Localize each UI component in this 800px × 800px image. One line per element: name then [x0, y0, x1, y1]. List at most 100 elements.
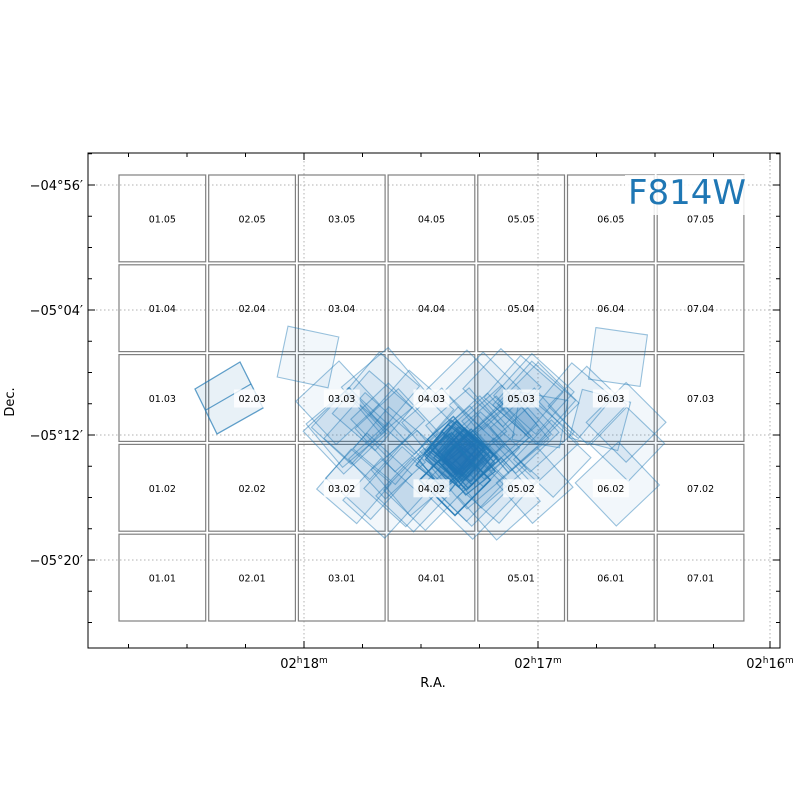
- tile-label-05.02: 05.02: [508, 484, 535, 495]
- tile-label-07.03: 07.03: [687, 394, 714, 405]
- y-tick-labels: −04°56′ −05°04′ −05°12′ −05°20′: [30, 179, 83, 569]
- tile-label-04.01: 04.01: [418, 574, 445, 585]
- footprint: [512, 419, 592, 498]
- tile-label-05.04: 05.04: [508, 304, 535, 315]
- hst-footprints: [194, 325, 667, 541]
- tile-03.01: [297, 533, 386, 622]
- tile-label-02.04: 02.04: [238, 304, 265, 315]
- footprint: [350, 382, 426, 458]
- footprint: [347, 421, 427, 500]
- tile-04.05: [387, 174, 476, 263]
- tile-06.02: [566, 443, 655, 532]
- footprint: [302, 390, 388, 475]
- tile-label-02.02: 02.02: [238, 484, 265, 495]
- tile-label-01.02: 01.02: [149, 484, 176, 495]
- tile-label-06.04: 06.04: [597, 304, 624, 315]
- tile-label-bg: [413, 389, 450, 408]
- filter-label: F814W: [628, 173, 746, 213]
- footprint: [323, 391, 412, 481]
- tile-06.05: [566, 174, 655, 263]
- tile-label-03.05: 03.05: [328, 214, 355, 225]
- footprint: [587, 326, 649, 388]
- tile-labels: 01.05 02.05 03.05 04.05 05.05 06.05 07.05 01.04…: [149, 214, 714, 584]
- footprint: [455, 395, 533, 472]
- y-axis-title: Dec.: [3, 387, 18, 416]
- tile-06.03: [566, 354, 655, 443]
- footprint: [434, 426, 486, 478]
- tile-07.04: [656, 264, 745, 353]
- footprint: [276, 325, 340, 389]
- tile-01.01: [118, 533, 207, 622]
- footprint: [585, 381, 667, 463]
- tile-label-07.04: 07.04: [687, 304, 714, 315]
- tile-label-03.02: 03.02: [328, 484, 355, 495]
- tile-label-04.02: 04.02: [418, 484, 445, 495]
- footprint: [489, 387, 575, 473]
- tile-label-bg: [413, 479, 450, 498]
- tile-02.01: [208, 533, 296, 622]
- tile-07.03: [656, 354, 745, 443]
- footprint: [474, 388, 560, 475]
- footprint: [443, 351, 523, 431]
- footprint: [438, 433, 496, 492]
- y-tick-label: −05°12′: [30, 429, 83, 444]
- tile-label-bg: [234, 389, 271, 408]
- tile-label-04.04: 04.04: [418, 304, 445, 315]
- axis-ticks: [88, 153, 780, 648]
- tile-03.05: [297, 174, 386, 263]
- tile-03.02: [297, 443, 386, 532]
- tile-label-05.03: 05.03: [508, 394, 535, 405]
- x-tick-label: 02h17m: [514, 656, 562, 672]
- tile-label-bg: [323, 389, 360, 408]
- footprint: [340, 346, 429, 435]
- tile-01.02: [118, 443, 207, 532]
- tile-05.03: [477, 354, 566, 443]
- footprint: [418, 443, 492, 517]
- tile-label-01.03: 01.03: [149, 394, 176, 405]
- x-tick-label: 02h16m: [746, 656, 794, 672]
- tile-label-bg: [503, 479, 540, 498]
- footprint: [352, 406, 432, 486]
- tile-label-07.02: 07.02: [687, 484, 714, 495]
- tile-06.01: [566, 533, 655, 622]
- tile-07.02: [656, 443, 745, 532]
- tile-07.01: [656, 533, 745, 622]
- plot-frame: [87, 152, 781, 649]
- tile-label-bg: [592, 389, 629, 408]
- filter-label-bg: [625, 175, 747, 215]
- footprint: [354, 387, 440, 473]
- tile-02.05: [208, 174, 296, 263]
- tile-label-05.05: 05.05: [508, 214, 535, 225]
- y-tick-label: −05°20′: [30, 554, 83, 569]
- tile-label-02.03: 02.03: [238, 394, 265, 405]
- tile-label-06.03: 06.03: [597, 394, 624, 405]
- tile-label-05.01: 05.01: [508, 574, 535, 585]
- tile-label-03.01: 03.01: [328, 574, 355, 585]
- y-tick-label: −04°56′: [30, 179, 83, 194]
- tile-label-bg: [592, 479, 629, 498]
- tile-label-02.01: 02.01: [238, 574, 265, 585]
- footprint-gap: [205, 383, 252, 411]
- footprint: [324, 432, 413, 521]
- footprint: [536, 362, 614, 440]
- tile-label-01.05: 01.05: [149, 214, 176, 225]
- x-axis-title: R.A.: [420, 676, 446, 691]
- tile-label-01.01: 01.01: [149, 574, 176, 585]
- tile-01.04: [118, 264, 207, 353]
- tile-04.01: [387, 533, 476, 622]
- tile-label-01.04: 01.04: [149, 304, 176, 315]
- tile-01.05: [118, 174, 207, 263]
- tile-03.03: [297, 354, 386, 443]
- tile-05.05: [477, 174, 566, 263]
- footprint: [194, 361, 264, 435]
- tile-label-07.05: 07.05: [687, 214, 714, 225]
- tile-label-03.04: 03.04: [328, 304, 355, 315]
- tile-label-07.01: 07.01: [687, 574, 714, 585]
- tile-02.04: [208, 264, 296, 353]
- tile-label-04.05: 04.05: [418, 214, 445, 225]
- tile-04.04: [387, 264, 476, 353]
- tile-label-06.01: 06.01: [597, 574, 624, 585]
- footprint: [473, 392, 553, 472]
- x-tick-labels: 02h18m 02h17m 02h16m: [280, 656, 794, 672]
